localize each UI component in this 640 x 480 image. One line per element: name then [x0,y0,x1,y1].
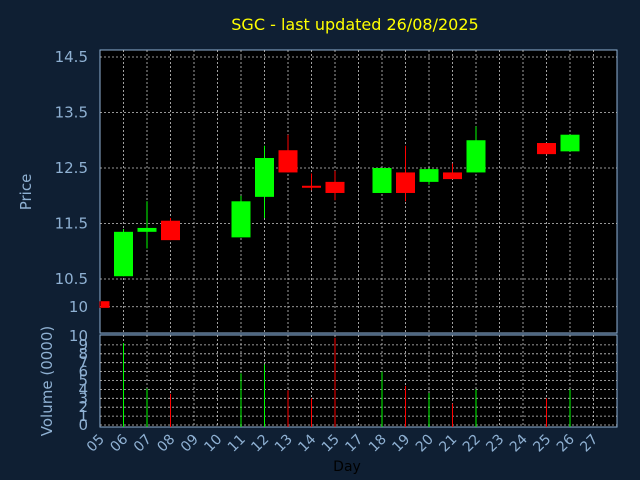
candle-body [372,168,392,193]
volume-bars [123,337,571,427]
candle-body [302,185,321,188]
candle-body [161,220,180,241]
candle-body [443,172,462,180]
candle-body [466,140,486,173]
price-tick-label: 10 [69,298,88,316]
price-tick-label: 12.5 [55,159,88,177]
candles [99,126,580,308]
volume-tick-label: 0 [78,416,88,434]
candle-body [537,143,556,155]
volume-tick-label: 3 [78,389,88,407]
volume-tick-label: 10 [69,327,88,345]
candle-body [255,158,274,197]
candle-body [114,231,133,277]
volume-tick-label: 1 [78,407,88,425]
x-axis-label: Day [333,459,361,475]
candle-body [101,301,110,308]
price-tick-label: 14.5 [55,48,88,66]
candle-body [325,181,345,193]
candle-body [560,134,580,152]
candle-body [396,172,415,193]
price-tick-labels: 10 10.5 11.5 12.5 13.5 14.5 [55,48,88,316]
volume-tick-label: 9 [78,336,88,354]
candle-body [137,227,157,232]
volume-tick-label: 7 [78,354,88,372]
price-axis-label: Price [17,174,35,211]
candle-body [231,201,251,238]
volume-tick-label: 2 [78,398,88,416]
candle-body [278,150,298,173]
volume-tick-label: 8 [78,345,88,363]
volume-tick-label: 6 [78,363,88,381]
price-tick-label: 10.5 [55,270,88,288]
volume-tick-label: 4 [78,380,88,398]
price-tick-label: 13.5 [55,104,88,122]
candle-body [419,169,439,182]
chart-title: SGC - last updated 26/08/2025 [231,15,478,34]
volume-tick-label: 5 [78,372,88,390]
volume-axis-label: Volume (0000) [38,326,56,436]
price-tick-label: 11.5 [55,215,88,233]
